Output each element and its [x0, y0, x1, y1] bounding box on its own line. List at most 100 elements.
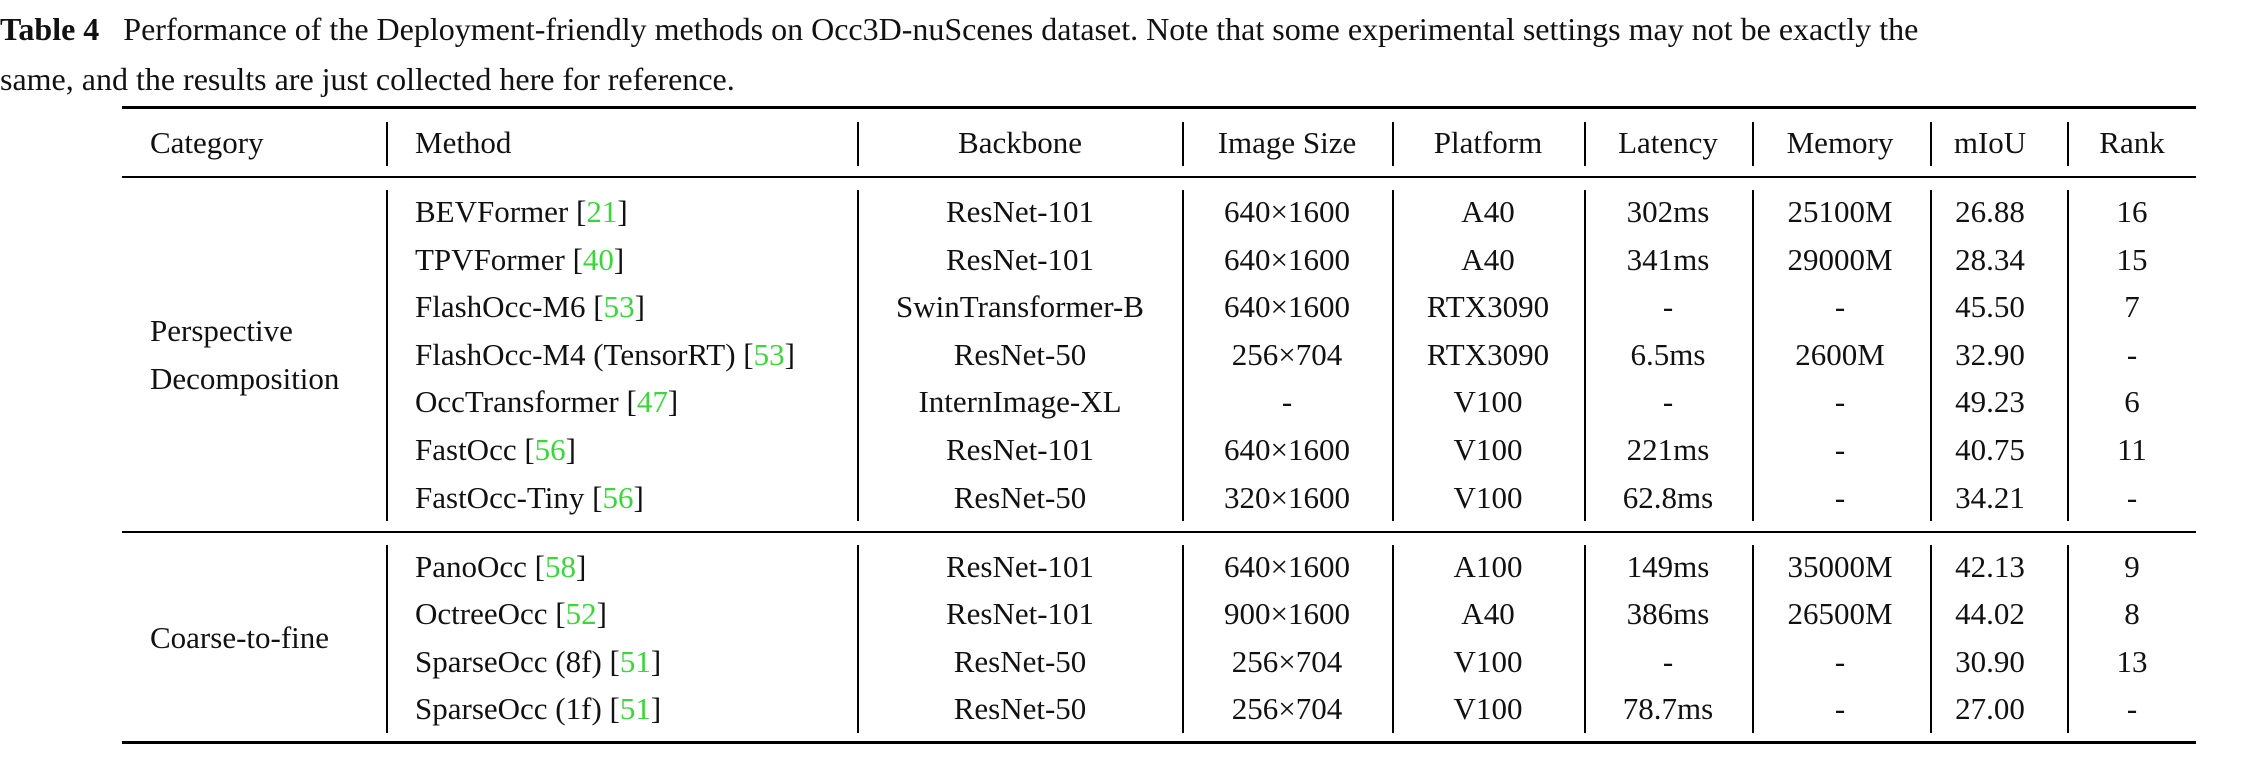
- cell-miou: 45.50: [1955, 289, 2025, 324]
- cell-image-size: 256×704: [1231, 644, 1343, 679]
- header-divider: [1182, 122, 1184, 166]
- category-line: Perspective: [150, 313, 293, 348]
- header-divider: [1584, 122, 1586, 166]
- cell-miou: 27.00: [1955, 691, 2025, 726]
- column-divider: [1584, 190, 1586, 521]
- cell-memory: 2600M: [1795, 337, 1885, 372]
- cell-memory: 35000M: [1787, 549, 1893, 584]
- method-name: FlashOcc-M4 (TensorRT): [415, 337, 736, 372]
- column-divider: [1930, 190, 1932, 521]
- citation-link[interactable]: 56: [602, 480, 634, 515]
- header-divider: [2067, 122, 2069, 166]
- column-divider: [1752, 190, 1754, 521]
- cell-backbone: ResNet-50: [953, 480, 1087, 515]
- cell-memory: -: [1834, 289, 1846, 324]
- cell-platform: A40: [1461, 596, 1515, 631]
- cell-backbone: ResNet-101: [945, 432, 1095, 467]
- cell-method: FlashOcc-M6 [53]: [415, 289, 645, 324]
- header-method: Method: [415, 125, 512, 160]
- cell-platform: A40: [1461, 194, 1515, 229]
- method-name: OctreeOcc: [415, 596, 548, 631]
- header-category: Category: [150, 125, 264, 160]
- citation-link[interactable]: 52: [565, 596, 597, 631]
- cell-backbone: ResNet-50: [953, 644, 1087, 679]
- method-name: OccTransformer: [415, 384, 619, 419]
- citation-link[interactable]: 58: [544, 549, 576, 584]
- table-top-rule: [122, 106, 2196, 109]
- category-label: Coarse-to-fine: [150, 614, 329, 662]
- cell-method: PanoOcc [58]: [415, 549, 587, 584]
- column-divider: [2067, 190, 2069, 521]
- caption-line-1: Table 4 Performance of the Deployment-fr…: [0, 4, 2242, 54]
- cell-memory: -: [1834, 480, 1846, 515]
- cell-rank: 13: [2116, 644, 2148, 679]
- cell-platform: A40: [1461, 242, 1515, 277]
- cell-image-size: 256×704: [1231, 691, 1343, 726]
- cell-backbone: ResNet-101: [945, 194, 1095, 229]
- cell-memory: 29000M: [1787, 242, 1893, 277]
- cell-platform: V100: [1453, 691, 1523, 726]
- cell-platform: V100: [1453, 432, 1523, 467]
- cell-memory: -: [1834, 432, 1846, 467]
- cell-latency: -: [1662, 644, 1674, 679]
- cell-method: OctreeOcc [52]: [415, 596, 607, 631]
- citation-link[interactable]: 56: [534, 432, 566, 467]
- citation-link[interactable]: 53: [753, 337, 785, 372]
- cell-rank: 8: [2124, 596, 2140, 631]
- header-backbone: Backbone: [958, 125, 1082, 160]
- cell-latency: 149ms: [1626, 549, 1710, 584]
- citation-link[interactable]: 21: [586, 194, 618, 229]
- citation-link[interactable]: 40: [582, 242, 614, 277]
- table-header-rule: [122, 176, 2196, 178]
- cell-miou: 28.34: [1955, 242, 2025, 277]
- cell-memory: 25100M: [1787, 194, 1893, 229]
- cell-latency: 302ms: [1626, 194, 1710, 229]
- cell-image-size: -: [1281, 384, 1293, 419]
- citation-link[interactable]: 51: [619, 691, 651, 726]
- method-name: FastOcc-Tiny: [415, 480, 585, 515]
- cell-method: FlashOcc-M4 (TensorRT) [53]: [415, 337, 795, 372]
- method-name: TPVFormer: [415, 242, 565, 277]
- cell-rank: -: [2126, 691, 2138, 726]
- caption-text-1: Performance of the Deployment-friendly m…: [123, 11, 1919, 47]
- cell-platform: A100: [1453, 549, 1523, 584]
- cell-rank: 7: [2124, 289, 2140, 324]
- cell-backbone: ResNet-101: [945, 549, 1095, 584]
- header-image-size: Image Size: [1217, 125, 1357, 160]
- header-memory: Memory: [1786, 125, 1894, 160]
- cell-image-size: 640×1600: [1224, 194, 1350, 229]
- header-latency: Latency: [1618, 125, 1718, 160]
- cell-rank: 6: [2124, 384, 2140, 419]
- cell-method: SparseOcc (8f) [51]: [415, 644, 662, 679]
- category-label: Perspective Decomposition: [150, 307, 339, 403]
- column-divider: [1392, 545, 1394, 733]
- column-divider: [1930, 545, 1932, 733]
- cell-rank: 16: [2116, 194, 2148, 229]
- cell-miou: 32.90: [1955, 337, 2025, 372]
- column-divider: [1752, 545, 1754, 733]
- citation-link[interactable]: 47: [636, 384, 668, 419]
- cell-method: OccTransformer [47]: [415, 384, 679, 419]
- header-platform: Platform: [1433, 125, 1543, 160]
- header-divider: [1930, 122, 1932, 166]
- cell-miou: 26.88: [1955, 194, 2025, 229]
- cell-miou: 42.13: [1955, 549, 2025, 584]
- cell-latency: 78.7ms: [1622, 691, 1714, 726]
- citation-link[interactable]: 51: [619, 644, 651, 679]
- cell-image-size: 640×1600: [1224, 289, 1350, 324]
- header-miou: mIoU: [1953, 125, 2027, 160]
- cell-backbone: SwinTransformer-B: [896, 289, 1144, 324]
- citation-link[interactable]: 53: [603, 289, 635, 324]
- column-divider: [857, 545, 859, 733]
- header-divider: [386, 122, 388, 166]
- cell-backbone: ResNet-50: [953, 337, 1087, 372]
- column-divider: [1392, 190, 1394, 521]
- caption-text-2: same, and the results are just collected…: [0, 61, 735, 97]
- table-caption: Table 4 Performance of the Deployment-fr…: [0, 4, 2242, 104]
- cell-platform: RTX3090: [1426, 337, 1550, 372]
- cell-latency: 6.5ms: [1630, 337, 1706, 372]
- cell-miou: 49.23: [1955, 384, 2025, 419]
- cell-method: TPVFormer [40]: [415, 242, 625, 277]
- cell-method: SparseOcc (1f) [51]: [415, 691, 662, 726]
- header-divider: [1752, 122, 1754, 166]
